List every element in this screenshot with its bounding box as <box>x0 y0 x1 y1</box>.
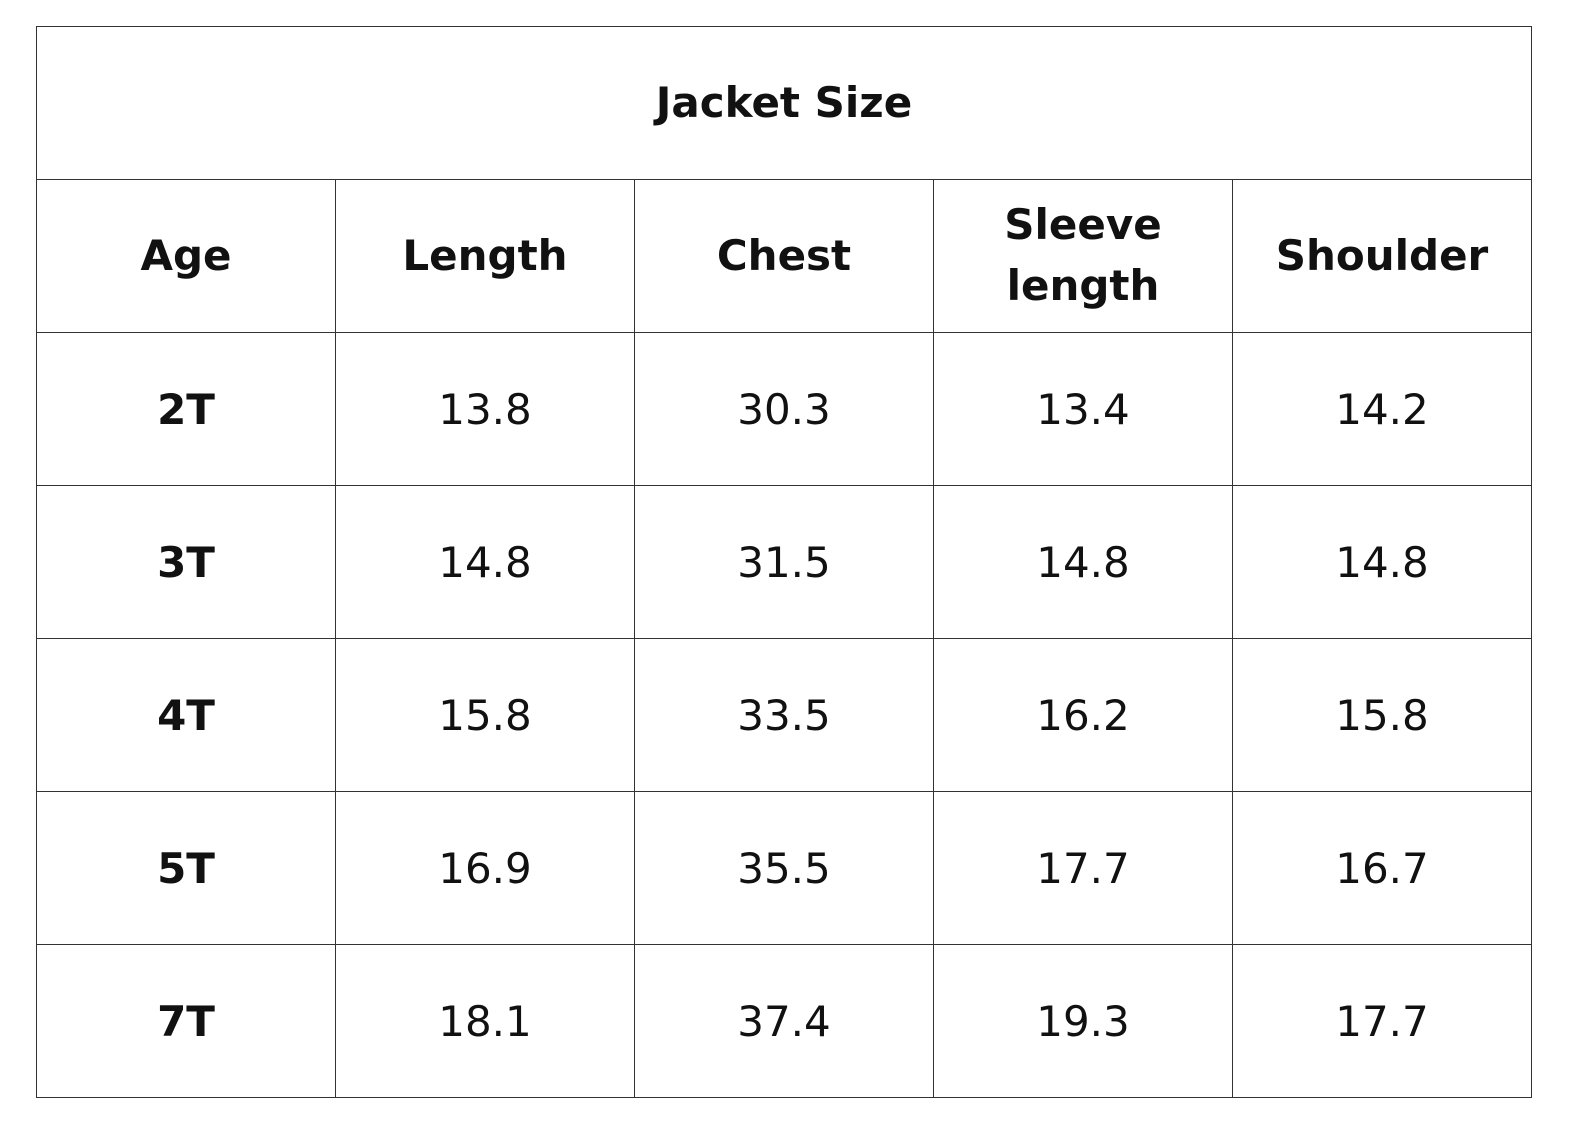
measure-cell: 17.7 <box>1232 944 1532 1098</box>
measure-cell: 33.5 <box>634 638 934 792</box>
measure-cell: 13.4 <box>933 332 1233 486</box>
column-header-text: Length <box>402 230 568 280</box>
title-row: Jacket Size <box>36 26 1532 180</box>
measure-cell: 16.7 <box>1232 791 1532 945</box>
table-title: Jacket Size <box>36 26 1532 180</box>
column-header: Sleeve length <box>933 179 1233 333</box>
data-row: 7T 18.1 37.4 19.3 17.7 <box>36 944 1532 1098</box>
size-table: Jacket Size Age Length Chest Sleeve length S… <box>36 26 1532 1098</box>
measure-cell: 16.2 <box>933 638 1233 792</box>
data-row: 4T 15.8 33.5 16.2 15.8 <box>36 638 1532 792</box>
measure-cell: 35.5 <box>634 791 934 945</box>
measure-cell: 14.8 <box>933 485 1233 639</box>
measure-cell: 31.5 <box>634 485 934 639</box>
column-header-text: Chest <box>716 230 852 280</box>
column-header: Chest <box>634 179 934 333</box>
age-cell: 5T <box>36 791 336 945</box>
measure-cell: 13.8 <box>335 332 635 486</box>
measure-cell: 14.2 <box>1232 332 1532 486</box>
column-header-text: Shoulder <box>1275 230 1489 280</box>
measure-cell: 19.3 <box>933 944 1233 1098</box>
table-head: Jacket Size Age Length Chest Sleeve length S… <box>36 26 1532 333</box>
table-body: 2T 13.8 30.3 13.4 14.2 3T 14.8 31.5 14.8 14.8 4T 15… <box>36 332 1532 1098</box>
age-cell: 7T <box>36 944 336 1098</box>
measure-cell: 15.8 <box>335 638 635 792</box>
age-cell: 2T <box>36 332 336 486</box>
measure-cell: 17.7 <box>933 791 1233 945</box>
column-header: Shoulder <box>1232 179 1532 333</box>
header-row: Age Length Chest Sleeve length Shoulder <box>36 179 1532 333</box>
measure-cell: 14.8 <box>335 485 635 639</box>
measure-cell: 30.3 <box>634 332 934 486</box>
column-header: Length <box>335 179 635 333</box>
age-cell: 3T <box>36 485 336 639</box>
measure-cell: 14.8 <box>1232 485 1532 639</box>
data-row: 2T 13.8 30.3 13.4 14.2 <box>36 332 1532 486</box>
measure-cell: 18.1 <box>335 944 635 1098</box>
data-row: 5T 16.9 35.5 17.7 16.7 <box>36 791 1532 945</box>
data-row: 3T 14.8 31.5 14.8 14.8 <box>36 485 1532 639</box>
column-header: Age <box>36 179 336 333</box>
column-header-text: Sleeve length <box>1004 200 1162 310</box>
measure-cell: 37.4 <box>634 944 934 1098</box>
measure-cell: 15.8 <box>1232 638 1532 792</box>
column-header-text: Age <box>140 230 232 280</box>
age-cell: 4T <box>36 638 336 792</box>
measure-cell: 16.9 <box>335 791 635 945</box>
